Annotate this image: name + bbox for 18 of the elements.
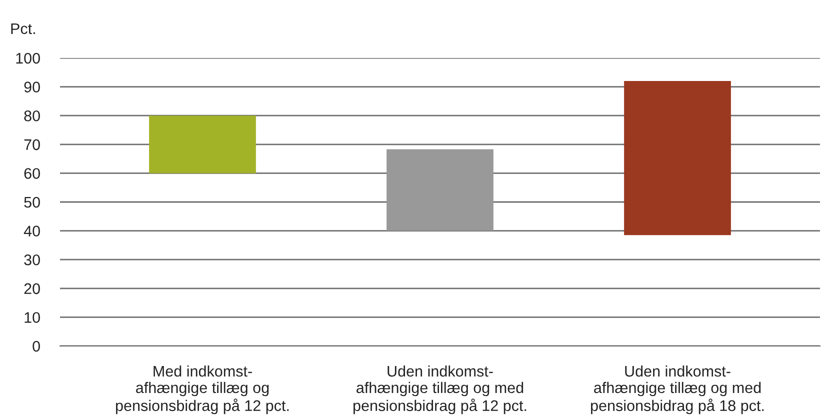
y-tick-label: 20 [24, 283, 40, 294]
bar [386, 149, 494, 231]
bar [624, 81, 731, 236]
y-axis-title: Pct. [11, 23, 35, 34]
y-tick-label: 0 [32, 340, 40, 352]
bar [149, 116, 256, 174]
x-tick-label: Uden indkomst- afhængige tillæg og med pensionsbidrag på 18 pct. [591, 365, 764, 414]
x-tick-label: Uden indkomst- afhængige tillæg og med pensionsbidrag på 12 pct. [354, 365, 526, 414]
y-tick-label: 30 [24, 254, 40, 266]
y-tick-label: 50 [24, 196, 40, 208]
y-tick-label: 40 [24, 226, 40, 236]
y-tick-label: 80 [24, 110, 40, 122]
y-tick-label: 90 [24, 82, 40, 92]
y-tick-label: 70 [24, 139, 40, 150]
y-tick-label: 10 [24, 312, 40, 323]
y-tick-label: 60 [24, 168, 40, 179]
y-tick-label: 100 [16, 52, 40, 64]
x-tick-label: Med indkomst- afhængige tillæg og pensionsbidrag på 12 pct. [116, 365, 289, 414]
